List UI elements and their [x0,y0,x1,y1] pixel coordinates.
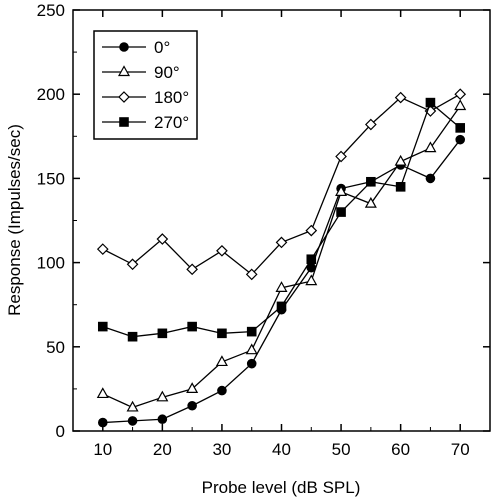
data-point [127,416,138,426]
x-tick-label: 70 [451,440,470,459]
series-2 [96,88,467,281]
data-point [305,224,318,237]
legend-marker [119,42,129,52]
data-point [364,196,377,208]
data-point [157,328,168,339]
data-point [245,343,258,355]
series-1 [96,99,467,412]
data-point [454,88,467,101]
data-point [126,400,139,412]
data-point [366,176,376,187]
x-tick-label: 50 [332,440,351,459]
data-point [306,254,317,265]
legend-marker [117,65,131,77]
legend-item: 0° [102,38,170,57]
data-point [156,233,169,245]
data-point [126,258,139,271]
data-point [96,387,109,399]
legend-label: 270° [154,113,189,132]
data-point [425,173,436,184]
legend-item: 180° [102,88,189,107]
data-point [217,328,227,339]
data-point [246,358,257,369]
data-point [365,118,377,131]
series-3 [97,97,466,342]
data-point [97,417,108,428]
series-0 [97,134,466,428]
data-point [187,400,197,411]
legend-marker [118,91,130,103]
series-line [102,105,461,409]
x-axis: 10 20 30 40 50 60 70 [93,10,470,459]
y-tick-label: 200 [37,85,65,104]
data-point [305,274,318,286]
data-point [395,182,406,192]
legend-item: 90° [102,63,180,82]
series-line [102,139,461,424]
y-axis: 0 50 100 150 200 250 [37,1,490,441]
y-axis-label: Response (Impulses/sec) [5,124,24,316]
legend-box [93,30,198,140]
x-tick-label: 30 [212,440,231,459]
legend-label: 180° [154,88,189,107]
data-point [336,207,346,217]
data-point [217,385,227,396]
x-tick-label: 60 [391,440,410,459]
legend-label: 90° [154,63,180,82]
data-point [127,331,138,342]
data-point [97,321,108,332]
y-tick-label: 100 [37,254,65,273]
legend-label: 0° [154,38,170,57]
y-tick-label: 50 [46,338,65,357]
data-point [216,244,228,257]
data-point [394,154,407,166]
data-point [394,91,407,104]
data-point [335,185,348,196]
data-point [424,141,437,153]
data-point [454,99,467,111]
legend: 0° 90° 180° 270° [93,30,198,140]
y-tick-label: 150 [37,169,65,188]
data-point [215,355,228,367]
data-point [156,390,169,402]
series-layer [96,88,467,428]
data-point [425,97,436,108]
y-tick-label: 250 [37,1,65,20]
data-point [186,263,198,276]
data-point [157,414,168,425]
x-axis-label: Probe level (dB SPL) [202,478,361,497]
y-tick-label: 0 [56,422,65,441]
x-tick-label: 40 [272,440,291,459]
data-point [245,268,258,281]
data-point [275,236,288,249]
data-point [186,382,199,393]
legend-marker [119,117,129,127]
x-tick-label: 20 [153,440,172,459]
x-tick-label: 10 [93,440,112,459]
data-point [276,301,287,312]
data-point [335,150,347,163]
data-point [246,326,257,337]
legend-item: 270° [102,113,189,132]
data-point [455,134,466,145]
data-point [455,123,466,133]
data-point [275,281,288,292]
data-point [187,321,197,332]
data-point [96,243,109,255]
